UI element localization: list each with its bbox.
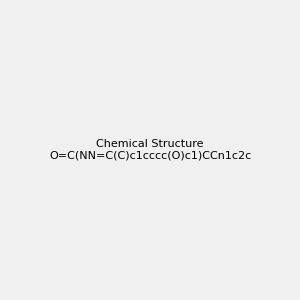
Text: Chemical Structure
O=C(NN=C(C)c1cccc(O)c1)CCn1c2c: Chemical Structure O=C(NN=C(C)c1cccc(O)c… [49, 139, 251, 161]
